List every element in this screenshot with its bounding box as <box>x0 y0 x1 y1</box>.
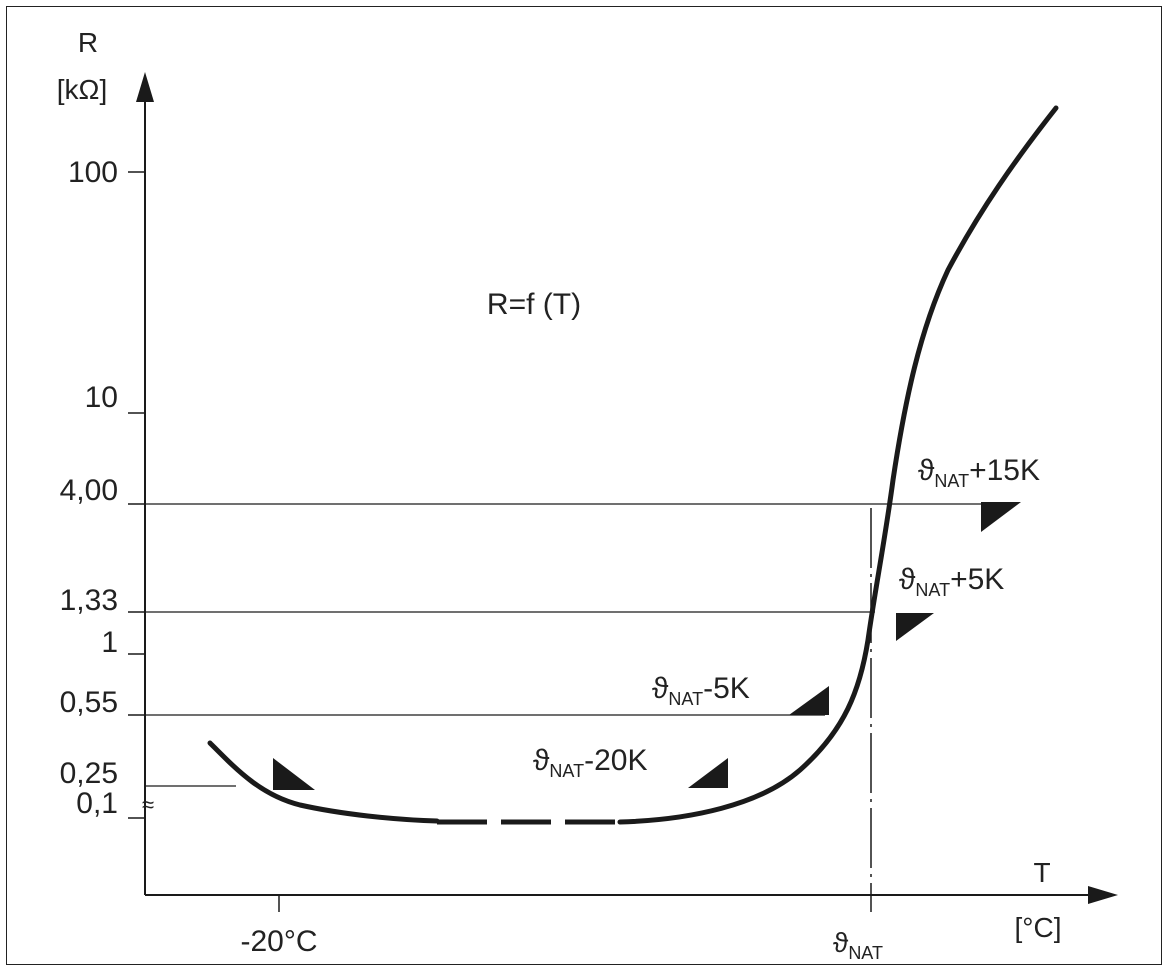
annotation-suffix: +5K <box>950 563 1004 596</box>
x-tick-label-nat: ϑNAT <box>833 927 883 963</box>
annotation-suffix: -5K <box>703 672 750 705</box>
y-axis-name: R <box>78 27 98 58</box>
marker-triangle-nat-minus-5k <box>789 686 829 715</box>
nat-symbol: ϑ <box>833 927 849 958</box>
annotation-subscript: NAT <box>549 761 584 781</box>
annotation-suffix: -20K <box>584 744 647 777</box>
x-axis-name: T <box>1033 857 1050 888</box>
annotation-subscript: NAT <box>668 689 703 709</box>
annotation-subscript: NAT <box>934 471 969 491</box>
axis-break-symbol: ≈ <box>142 792 154 817</box>
formula-label: R=f (T) <box>487 288 581 321</box>
annotation-nat-plus-15k: ϑNAT+15K <box>918 454 1040 491</box>
annotation-symbol: ϑ <box>899 563 916 596</box>
annotation-nat-minus-20k: ϑNAT-20K <box>533 744 647 781</box>
annotation-symbol: ϑ <box>652 672 669 705</box>
y-tick-label-1: 1 <box>101 626 118 659</box>
y-tick-label-1-33: 1,33 <box>60 584 118 617</box>
marker-triangle-minus-20c <box>273 758 315 790</box>
annotation-symbol: ϑ <box>918 454 935 487</box>
annotation-suffix: +15K <box>969 454 1040 487</box>
x-axis-unit: [°C] <box>1015 912 1062 943</box>
y-axis-unit: [kΩ] <box>57 74 108 105</box>
annotation-nat-plus-5k: ϑNAT+5K <box>899 563 1004 600</box>
marker-triangle-nat-plus-15k <box>981 502 1021 532</box>
figure-frame <box>6 6 1162 965</box>
y-axis-arrowhead <box>136 72 154 102</box>
annotation-symbol: ϑ <box>533 744 550 777</box>
x-tick-label-minus20: -20°C <box>240 925 317 958</box>
y-tick-label-10: 10 <box>85 381 118 414</box>
y-tick-label-0-55: 0,55 <box>60 686 118 719</box>
annotation-nat-minus-5k: ϑNAT-5K <box>652 672 750 709</box>
marker-triangle-nat-minus-20k <box>688 758 728 788</box>
resistance-curve-hot <box>617 105 1059 825</box>
y-tick-label-4: 4,00 <box>60 474 118 507</box>
resistance-curve-cold <box>207 740 440 824</box>
y-tick-label-0-25: 0,25 <box>60 757 118 790</box>
y-tick-label-0-1: 0,1 <box>76 787 118 820</box>
annotation-subscript: NAT <box>915 580 950 600</box>
x-axis-arrowhead <box>1088 886 1118 904</box>
nat-subscript: NAT <box>848 943 883 963</box>
marker-triangle-nat-plus-5k <box>896 613 934 641</box>
y-tick-label-100: 100 <box>68 156 118 189</box>
